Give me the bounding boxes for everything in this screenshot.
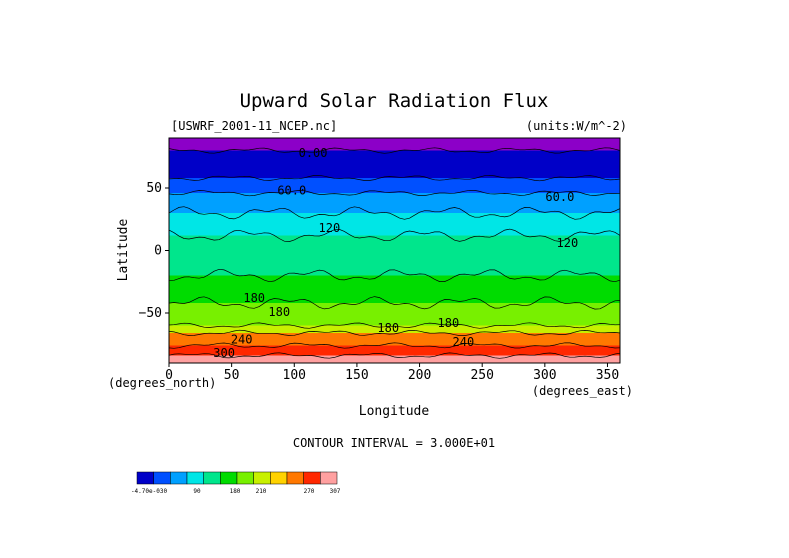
contour-line xyxy=(168,174,621,182)
colorbar-swatch xyxy=(186,471,204,485)
contour-label: 0.00 xyxy=(299,146,328,160)
contour-label: 240 xyxy=(231,332,253,346)
latitude-band xyxy=(169,178,620,194)
latitude-band xyxy=(169,235,620,276)
colorbar-swatch xyxy=(136,471,154,485)
contour-label: 300 xyxy=(213,346,235,360)
x-tick-label: 100 xyxy=(283,368,306,383)
latitude-band xyxy=(169,355,620,364)
colorbar-tick-label: -4.70e-030 xyxy=(131,488,168,495)
contour-line xyxy=(168,296,621,310)
colorbar-tick-label: 180 xyxy=(230,488,241,495)
x-tick-label: 50 xyxy=(224,368,240,383)
contour-line xyxy=(168,189,621,197)
colorbar-tick-label: 270 xyxy=(304,488,315,495)
contour-line xyxy=(168,268,621,283)
contour-line xyxy=(168,206,621,220)
contour-line xyxy=(168,342,621,349)
contour-label: 180 xyxy=(438,316,460,330)
colorbar-swatch xyxy=(286,471,304,485)
colorbar-tick-label: 90 xyxy=(193,488,201,495)
contour-label: 60.0 xyxy=(545,190,574,204)
contour-interval-text: CONTOUR INTERVAL = 3.000E+01 xyxy=(293,436,495,450)
x-tick-label: 350 xyxy=(596,368,619,383)
x-axis-label: Longitude xyxy=(359,404,430,419)
colorbar-swatch xyxy=(320,471,338,485)
latitude-band xyxy=(169,213,620,236)
contour-label: 180 xyxy=(243,291,265,305)
chart-title: Upward Solar Radiation Flux xyxy=(240,90,549,112)
colorbar-tick-label: 210 xyxy=(256,488,267,495)
y-tick-label: −50 xyxy=(139,306,162,321)
contour-line xyxy=(168,147,621,154)
y-unit-label: (degrees_north) xyxy=(108,376,216,390)
latitude-band xyxy=(169,138,620,151)
contour-label: 120 xyxy=(557,236,579,250)
x-tick-label: 200 xyxy=(408,368,431,383)
latitude-band xyxy=(169,303,620,326)
units-label: (units:W/m^-2) xyxy=(526,119,627,133)
contour-label: 60.0 xyxy=(277,184,306,198)
latitude-band xyxy=(169,345,620,356)
plot-area xyxy=(168,138,621,364)
y-axis-label: Latitude xyxy=(116,219,131,282)
contour-label: 240 xyxy=(453,335,475,349)
colorbar-tick-labels: -4.70e-030 90 180 210 270 307 xyxy=(131,488,341,495)
y-tick-label: 0 xyxy=(154,244,162,259)
colorbar-tick-label: 307 xyxy=(330,488,341,495)
contour-label: 180 xyxy=(268,305,290,319)
y-tick-label: 50 xyxy=(146,181,162,196)
colorbar-swatch xyxy=(203,471,221,485)
x-tick-label: 0 xyxy=(165,368,173,383)
x-tick-label: 150 xyxy=(345,368,368,383)
x-axis-ticks: 0 50 100 150 200 250 300 350 xyxy=(165,363,619,383)
colorbar-swatch xyxy=(303,471,321,485)
colorbar xyxy=(136,471,338,485)
contour-line xyxy=(168,329,621,336)
latitude-band xyxy=(169,333,620,346)
x-tick-label: 300 xyxy=(533,368,556,383)
contour-line xyxy=(168,352,621,359)
latitude-band xyxy=(169,150,620,179)
colorbar-swatch xyxy=(170,471,188,485)
contour-line xyxy=(168,228,621,242)
colorbar-swatch xyxy=(153,471,171,485)
contour-line xyxy=(168,322,621,329)
y-axis-ticks: 50 0 −50 xyxy=(139,181,169,321)
colorbar-swatch xyxy=(236,471,254,485)
colorbar-swatch xyxy=(253,471,271,485)
contour-label: 120 xyxy=(319,221,341,235)
x-unit-label: (degrees_east) xyxy=(532,384,633,398)
contour-label: 180 xyxy=(377,321,399,335)
source-file-label: [USWRF_2001-11_NCEP.nc] xyxy=(171,119,337,133)
colorbar-swatch xyxy=(220,471,238,485)
colorbar-swatch xyxy=(270,471,288,485)
x-tick-label: 250 xyxy=(470,368,493,383)
latitude-band xyxy=(169,275,620,304)
latitude-band xyxy=(169,325,620,334)
